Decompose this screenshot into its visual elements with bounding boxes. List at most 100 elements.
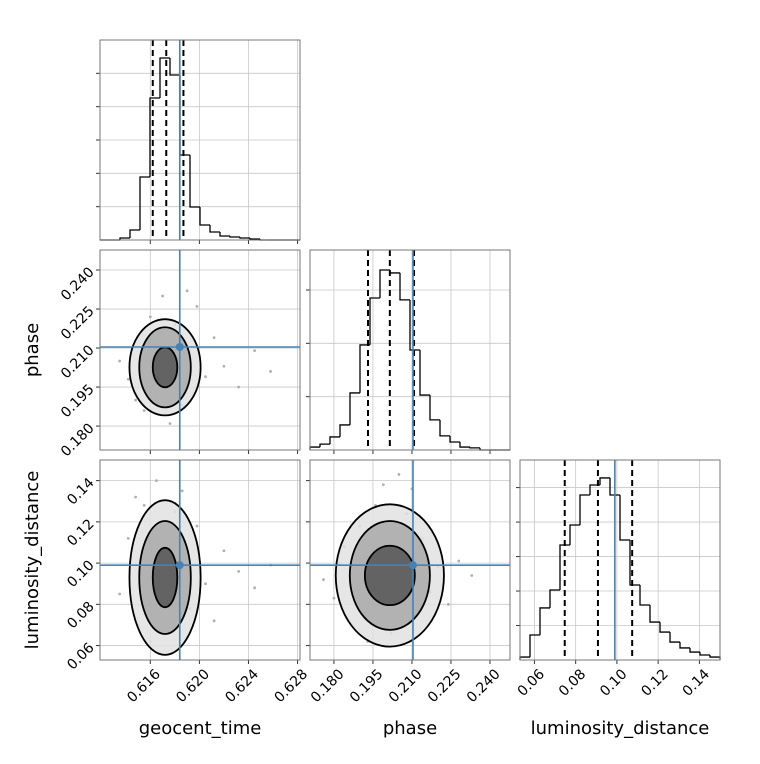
histogram-bin — [599, 477, 610, 485]
x-tick-label: 0.195 — [347, 666, 387, 706]
x-tick-label: 0.14 — [680, 666, 713, 699]
sample-point — [222, 364, 226, 368]
histogram-bin — [639, 585, 650, 606]
panel-frame — [309, 249, 511, 451]
sample-point — [155, 479, 158, 483]
sample-point — [195, 524, 199, 528]
x-axis-label: phase — [383, 718, 437, 739]
sample-point — [222, 549, 226, 553]
truth-point — [408, 561, 417, 570]
x-tick-label: 0.210 — [386, 666, 426, 706]
histogram-bin — [209, 225, 220, 233]
histogram-bin — [529, 634, 540, 658]
sample-point — [446, 602, 450, 606]
histogram-bin — [449, 435, 460, 443]
histogram-bin — [549, 589, 560, 608]
histogram-bin — [539, 607, 550, 635]
sample-point — [118, 592, 122, 596]
histogram-bin — [219, 232, 230, 237]
x-tick-label: 0.225 — [425, 666, 465, 706]
histogram-bin — [179, 75, 190, 156]
sample-point — [237, 385, 241, 389]
histogram-bin — [689, 647, 700, 653]
histogram-bin — [469, 447, 480, 449]
panel-2 — [310, 460, 510, 660]
sample-point — [253, 586, 257, 590]
contour — [363, 544, 416, 607]
histogram-bin — [189, 155, 200, 208]
histogram-bin — [239, 237, 250, 239]
histogram-bin — [619, 495, 630, 541]
histogram-bin — [359, 344, 370, 393]
x-tick-label: 0.616 — [124, 666, 164, 706]
histogram-bin — [559, 544, 570, 590]
histogram-bin — [369, 297, 380, 345]
x-axis-label: geocent_time — [139, 718, 262, 739]
histogram-bin — [609, 477, 620, 496]
panel-1 — [100, 460, 300, 660]
histogram-bin — [319, 443, 330, 448]
histogram-bin — [419, 350, 430, 396]
y-tick-label: 0.08 — [64, 599, 97, 632]
histogram-bin — [569, 524, 580, 545]
sample-point — [397, 473, 401, 476]
histogram-bin — [669, 632, 680, 643]
x-axis-label: luminosity_distance — [531, 718, 710, 739]
sample-point — [253, 349, 257, 353]
sample-point — [142, 409, 146, 412]
panel-0 — [100, 250, 300, 450]
truth-point — [175, 343, 184, 352]
histogram-bin — [409, 299, 420, 351]
x-tick-label: 0.240 — [464, 666, 504, 706]
histogram-bin — [129, 229, 140, 238]
histogram-bin — [709, 655, 721, 660]
sample-point — [212, 336, 216, 340]
x-tick-label: 0.180 — [308, 666, 348, 706]
y-tick-label: 0.10 — [64, 557, 97, 590]
x-tick-label: 0.10 — [597, 666, 630, 699]
histogram-bin — [149, 97, 160, 177]
sample-point — [237, 569, 241, 573]
sample-point — [148, 315, 152, 319]
histogram-bin — [399, 272, 410, 301]
panel-frame — [519, 459, 721, 661]
histogram-bin — [379, 269, 390, 298]
histogram-bin — [349, 392, 360, 425]
histogram-bin — [119, 237, 130, 240]
histogram-bin — [199, 207, 210, 226]
x-tick-label: 0.12 — [638, 666, 671, 699]
sample-point — [204, 375, 207, 379]
sample-point — [180, 489, 184, 493]
y-tick-label: 0.14 — [64, 475, 97, 508]
histogram-bin — [389, 270, 400, 274]
sample-point — [204, 582, 207, 586]
sample-point — [332, 596, 336, 600]
histogram-bin — [139, 176, 150, 230]
panel-frame — [99, 249, 301, 451]
sample-point — [269, 370, 272, 373]
sample-point — [142, 503, 146, 507]
y-axis-label: luminosity_distance — [22, 471, 43, 650]
histogram-bin — [229, 236, 240, 238]
panel-frame — [99, 459, 301, 661]
histogram-bin — [589, 484, 600, 495]
contour — [151, 546, 179, 609]
histogram-bin — [649, 605, 660, 623]
sample-point — [185, 289, 189, 293]
x-tick-label: 0.620 — [173, 666, 213, 706]
histogram-bin — [659, 622, 670, 633]
panel-frame — [99, 39, 301, 241]
y-tick-label: 0.180 — [58, 420, 98, 460]
sample-point — [212, 619, 216, 623]
sample-point — [381, 483, 385, 487]
histogram-bin — [439, 419, 450, 437]
x-tick-label: 0.624 — [222, 666, 262, 706]
x-tick-label: 0.08 — [556, 666, 589, 699]
histogram-bin — [579, 494, 590, 525]
y-tick-label: 0.195 — [58, 381, 98, 421]
panel-frame — [309, 459, 511, 661]
histogram-bin — [429, 395, 440, 421]
histogram-bin — [159, 57, 170, 98]
